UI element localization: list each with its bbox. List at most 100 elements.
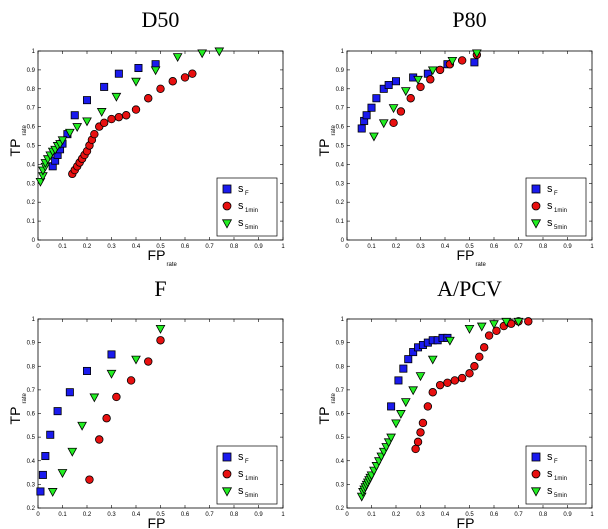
legend-marker (531, 184, 541, 194)
data-point (411, 444, 420, 454)
data-point (391, 77, 400, 86)
legend-marker (531, 201, 541, 211)
x-tick-label: 1 (281, 512, 285, 518)
data-point (90, 129, 99, 139)
data-point (492, 326, 501, 336)
data-point (409, 348, 418, 357)
y-tick-label: 0.5 (336, 144, 345, 150)
data-point (362, 111, 371, 120)
data-point (156, 336, 165, 345)
data-point (389, 118, 398, 128)
x-tick-label: 0.8 (230, 244, 239, 250)
data-point (85, 475, 94, 484)
data-point (114, 69, 123, 78)
data-point (388, 104, 399, 114)
data-point (387, 402, 396, 411)
x-tick-label: 0.2 (83, 512, 92, 518)
legend-label-sub: F (554, 191, 558, 197)
x-axis-label: FP (148, 515, 166, 529)
y-tick-label: 0.3 (336, 482, 345, 488)
legend-label: s (547, 468, 553, 480)
data-point (400, 87, 411, 97)
data-point (396, 107, 406, 116)
legend-marker (222, 469, 232, 479)
data-point (384, 81, 393, 90)
data-point (416, 82, 425, 92)
data-point (426, 75, 435, 84)
legend-marker (221, 487, 233, 497)
data-point (450, 376, 459, 385)
legend-label-sub: F (554, 459, 558, 465)
x-tick-label: 0.2 (83, 244, 92, 250)
y-tick-label: 0.4 (27, 459, 36, 465)
y-tick-label: 0.8 (336, 87, 345, 93)
y-tick-label: 0.6 (27, 125, 36, 131)
x-tick-label: 0.2 (392, 244, 401, 250)
data-point (484, 331, 494, 340)
data-point (168, 77, 177, 86)
data-point (47, 488, 58, 497)
y-tick-label: 0.7 (336, 388, 345, 394)
y-tick-label: 0.9 (27, 68, 36, 74)
x-tick-label: 0.1 (367, 512, 376, 518)
x-tick-label: 0.7 (514, 244, 523, 250)
data-point (156, 84, 165, 93)
x-axis-label: FP (457, 247, 475, 263)
x-tick-label: 0.3 (107, 512, 116, 518)
x-axis-label-sub: rate (476, 262, 487, 268)
data-point (96, 108, 107, 117)
y-tick-label: 0.9 (336, 68, 345, 74)
chart-title: D50 (142, 7, 180, 32)
series-s-1min (85, 336, 165, 484)
x-tick-label: 0 (36, 244, 40, 250)
data-point (144, 94, 153, 103)
data-point (465, 369, 474, 378)
data-point (513, 317, 524, 327)
data-point (367, 103, 376, 112)
y-tick-label: 0.2 (27, 200, 36, 206)
x-tick-label: 0.5 (465, 512, 474, 518)
y-tick-label: 1 (32, 49, 36, 55)
data-point (480, 343, 489, 352)
x-tick-label: 0.3 (416, 244, 425, 250)
series-s-F (48, 60, 160, 171)
legend-marker (531, 452, 541, 462)
data-point (408, 386, 419, 396)
y-tick-label: 0.8 (27, 364, 36, 370)
y-tick-label: 0.3 (27, 482, 36, 488)
data-point (131, 77, 141, 87)
y-tick-label: 0.2 (336, 506, 345, 512)
y-tick-label: 0.8 (27, 87, 36, 93)
data-point (102, 414, 111, 423)
series-s-F (36, 350, 116, 496)
data-point (214, 47, 225, 57)
y-tick-label: 0.2 (27, 506, 36, 512)
data-point (114, 112, 124, 122)
legend-marker (222, 201, 232, 211)
y-tick-label: 0.1 (336, 219, 345, 225)
panel-p80: P80 0 0.1 0.2 0.3 0.4 0.5 0.6 0.7 0.8 0.9 1 0 0.1 0.2 0… (316, 7, 594, 268)
data-point (443, 378, 452, 387)
data-point (95, 435, 104, 444)
data-point (46, 430, 55, 439)
legend-marker (531, 469, 541, 479)
data-point (415, 372, 426, 382)
x-tick-label: 0.7 (205, 244, 214, 250)
data-point (38, 470, 47, 479)
series-s-1min (411, 317, 533, 454)
x-tick-label: 0 (345, 244, 349, 250)
legend-marker (530, 219, 542, 229)
data-point (427, 355, 438, 365)
y-tick-label: 0.2 (336, 200, 345, 206)
data-point (72, 123, 83, 132)
data-point (428, 388, 437, 397)
legend-label-sub: 5min (554, 493, 567, 499)
y-axis-label-group: TP rate (316, 124, 337, 156)
x-axis-label: FP (148, 247, 166, 263)
y-tick-label: 0.5 (27, 144, 36, 150)
x-tick-label: 0.6 (181, 244, 190, 250)
legend-label-sub: 5min (245, 225, 258, 231)
legend-marker (530, 487, 542, 497)
